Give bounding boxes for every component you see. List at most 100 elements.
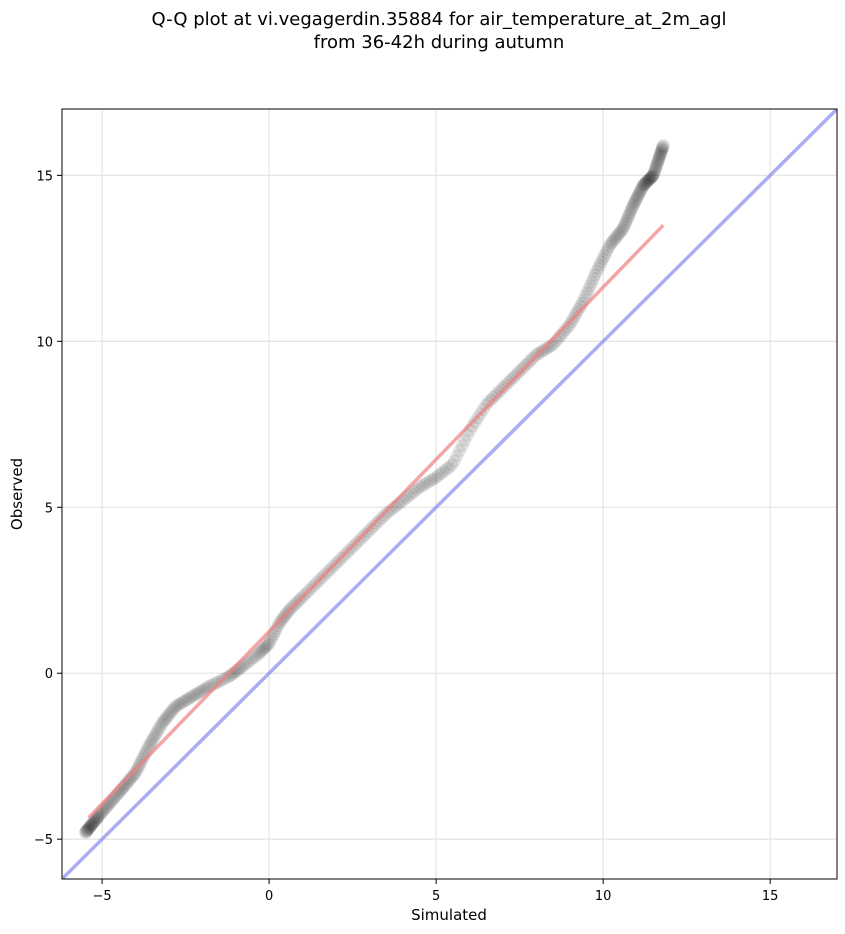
quantile-point xyxy=(642,173,656,187)
quantile-point xyxy=(496,380,510,394)
x-tick-label: −5 xyxy=(93,889,112,904)
quantile-point xyxy=(644,171,658,185)
quantile-point xyxy=(150,725,164,739)
quantile-point xyxy=(563,318,577,332)
quantile-point xyxy=(656,139,670,153)
quantile-point xyxy=(156,715,170,729)
quantile-point xyxy=(615,223,629,237)
quantile-point xyxy=(630,191,644,205)
quantile-point xyxy=(87,815,101,829)
quantile-point xyxy=(244,653,258,667)
quantile-point xyxy=(590,264,604,278)
quantile-point xyxy=(249,649,263,663)
quantile-point xyxy=(88,814,102,828)
quantile-point xyxy=(468,415,482,429)
quantile-point xyxy=(624,203,638,217)
x-tick-label: 10 xyxy=(595,889,612,904)
quantile-point xyxy=(221,670,235,684)
chart-title-line1: Q-Q plot at vi.vegagerdin.35884 for air_… xyxy=(151,9,727,30)
quantile-point xyxy=(82,821,96,835)
quantile-point xyxy=(80,823,94,837)
quantile-point xyxy=(583,279,597,293)
quantile-point xyxy=(79,825,93,839)
quantile-point xyxy=(86,816,100,830)
identity-line xyxy=(62,109,837,879)
quantile-point xyxy=(146,732,160,746)
quantile-point xyxy=(649,159,663,173)
quantile-point xyxy=(161,709,175,723)
quantile-point xyxy=(167,702,181,716)
quantile-point xyxy=(632,186,646,200)
quantile-point xyxy=(85,817,99,831)
quantile-point xyxy=(626,199,640,213)
quantile-point xyxy=(144,735,158,749)
quantile-point xyxy=(620,212,634,226)
quantile-point xyxy=(246,651,260,665)
y-tick-label: 0 xyxy=(45,667,53,682)
quantile-point xyxy=(80,824,94,838)
quantile-point xyxy=(147,730,161,744)
quantile-point xyxy=(636,180,650,194)
quantile-point xyxy=(162,707,176,721)
quantile-point xyxy=(604,237,618,251)
quantile-point xyxy=(447,454,461,468)
data-layer xyxy=(62,109,837,879)
quantile-point xyxy=(580,286,594,300)
quantile-point xyxy=(439,462,453,476)
quantile-point xyxy=(653,148,667,162)
quantile-point xyxy=(601,243,615,257)
quantile-point xyxy=(619,214,633,228)
quantile-point xyxy=(251,647,265,661)
quantile-point xyxy=(185,690,199,704)
quantile-point xyxy=(608,232,622,246)
quantile-point xyxy=(655,141,669,155)
quantile-point xyxy=(652,153,666,167)
quantile-point xyxy=(629,193,643,207)
quantile-point xyxy=(189,687,203,701)
quantile-point xyxy=(187,689,201,703)
quantile-point xyxy=(453,444,467,458)
quantile-point xyxy=(623,205,637,219)
quantile-point xyxy=(602,240,616,254)
quantile-point xyxy=(638,177,652,191)
quantile-point xyxy=(491,385,505,399)
quantile-point xyxy=(445,458,459,472)
quantile-point xyxy=(158,713,172,727)
quantile-point xyxy=(561,320,575,334)
quantile-point xyxy=(81,822,95,836)
quantile-point xyxy=(621,210,635,224)
quantile-point xyxy=(649,161,663,175)
quantile-point xyxy=(153,720,167,734)
quantile-point xyxy=(648,165,662,179)
quantile-point xyxy=(83,819,97,833)
quantile-point xyxy=(89,812,103,826)
quantile-point xyxy=(612,226,626,240)
quantile-point xyxy=(442,460,456,474)
quantile-point xyxy=(421,475,435,489)
quantile-point xyxy=(609,230,623,244)
quantile-point xyxy=(85,818,99,832)
quantile-point xyxy=(223,669,237,683)
x-tick-label: 15 xyxy=(762,889,779,904)
quantile-point xyxy=(257,641,271,655)
quantile-point xyxy=(591,261,605,275)
x-axis-label: Simulated xyxy=(411,906,487,924)
y-tick-label: −5 xyxy=(34,833,53,848)
quantile-point xyxy=(142,740,156,754)
x-tick-label: 0 xyxy=(265,889,273,904)
quantile-point xyxy=(458,433,472,447)
quantile-point xyxy=(606,234,620,248)
quantile-point xyxy=(611,228,625,242)
quantile-point xyxy=(81,823,95,837)
quantile-point xyxy=(259,640,273,654)
quantile-point xyxy=(83,820,97,834)
quantile-point xyxy=(655,142,669,156)
quantile-point xyxy=(484,393,498,407)
chart-title-line2: from 36-42h during autumn xyxy=(313,32,565,53)
y-tick-label: 10 xyxy=(36,335,53,350)
quantile-point xyxy=(165,704,179,718)
quantile-point xyxy=(377,508,391,522)
quantile-point xyxy=(479,398,493,412)
quantile-point xyxy=(582,282,596,296)
